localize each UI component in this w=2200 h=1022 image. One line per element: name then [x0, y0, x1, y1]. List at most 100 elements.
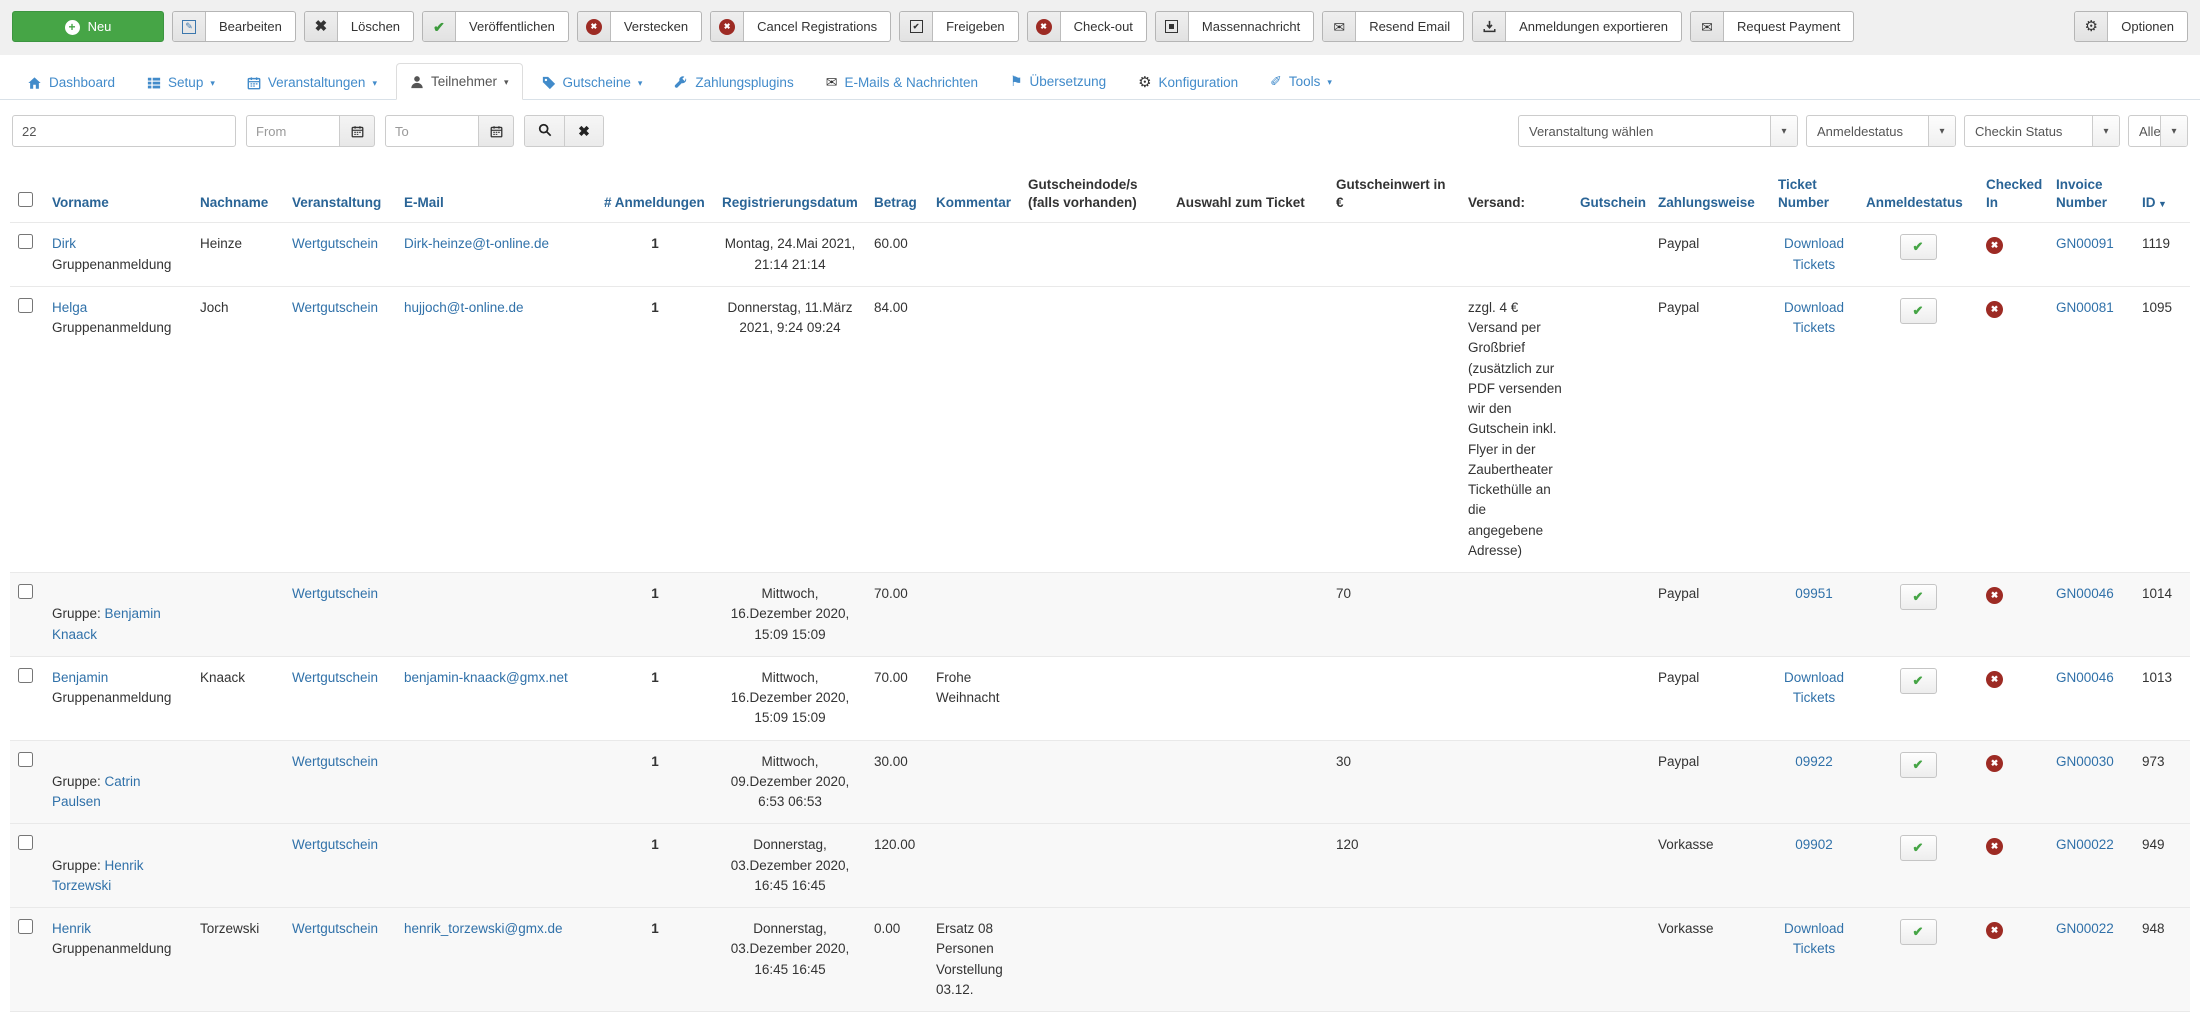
neu-button[interactable]: + Neu [12, 11, 164, 42]
search-button[interactable] [525, 116, 564, 146]
ticket-link[interactable]: 09902 [1795, 837, 1833, 853]
veranstaltung-link[interactable]: Wertgutschein [292, 669, 379, 685]
col-header-kommentar[interactable]: Kommentar [936, 195, 1012, 211]
col-header-email[interactable]: E-Mail [404, 195, 444, 211]
verstecken-button[interactable]: ✖ Verstecken [576, 11, 703, 42]
calendar-icon[interactable] [478, 115, 514, 147]
tab-teilnehmer[interactable]: Teilnehmer ▾ [395, 63, 523, 100]
tab-tools[interactable]: ✐ Tools ▾ [1257, 63, 1345, 100]
col-header-zahlungsweise[interactable]: Zahlungsweise [1658, 195, 1755, 211]
row-checkbox[interactable] [18, 751, 33, 767]
not-checked-in-icon[interactable]: ✖ [1986, 670, 2003, 688]
massennachricht-button[interactable]: Massennachricht [1154, 11, 1315, 42]
tab-zahlungsplugins[interactable]: Zahlungsplugins [661, 65, 806, 100]
not-checked-in-icon[interactable]: ✖ [1986, 922, 2003, 940]
invoice-link[interactable]: GN00022 [2056, 921, 2114, 937]
group-member-link[interactable]: Catrin Paulsen [52, 773, 141, 810]
anmeldestatus-toggle[interactable]: ✔ [1899, 751, 1937, 778]
tab-konfiguration[interactable]: ⚙ Konfiguration [1125, 65, 1251, 100]
invoice-link[interactable]: GN00022 [2056, 837, 2114, 853]
col-header-betrag[interactable]: Betrag [874, 195, 917, 211]
tab-gutscheine[interactable]: Gutscheine ▾ [529, 65, 656, 100]
row-checkbox[interactable] [18, 234, 33, 250]
not-checked-in-icon[interactable]: ✖ [1986, 754, 2003, 772]
anmeldungen-exportieren-button[interactable]: Anmeldungen exportieren [1472, 11, 1683, 42]
invoice-link[interactable]: GN00046 [2056, 586, 2114, 602]
col-header-veranstaltung[interactable]: Veranstaltung [292, 195, 382, 211]
row-checkbox[interactable] [18, 835, 33, 851]
col-header-nachname[interactable]: Nachname [200, 195, 269, 211]
tab-dashboard[interactable]: Dashboard [14, 65, 128, 100]
cancel-registrations-button[interactable]: ✖ Cancel Registrations [710, 11, 892, 42]
vorname-link[interactable]: Helga [52, 299, 88, 315]
email-link[interactable]: benjamin-knaack@gmx.net [404, 669, 568, 685]
group-member-link[interactable]: Henrik Torzewski [52, 857, 144, 893]
request-payment-button[interactable]: ✉ Request Payment [1690, 11, 1855, 42]
anmeldestatus-toggle[interactable]: ✔ [1899, 234, 1937, 261]
anmeldestatus-toggle[interactable]: ✔ [1899, 584, 1937, 611]
veroeffentlichen-button[interactable]: ✔ Veröffentlichen [422, 11, 569, 42]
veranstaltung-link[interactable]: Wertgutschein [292, 837, 379, 853]
loeschen-button[interactable]: ✖ Löschen [303, 11, 415, 42]
row-checkbox[interactable] [18, 584, 33, 600]
row-checkbox[interactable] [18, 297, 33, 313]
invoice-link[interactable]: GN00046 [2056, 669, 2114, 685]
alle-select[interactable]: Alle ▾ [2128, 115, 2188, 147]
vorname-link[interactable]: Benjamin [52, 669, 109, 685]
ticket-link[interactable]: Download Tickets [1783, 299, 1845, 336]
tab-emails-nachrichten[interactable]: ✉ E-Mails & Nachrichten [813, 65, 991, 100]
not-checked-in-icon[interactable]: ✖ [1986, 838, 2003, 856]
anmeldestatus-toggle[interactable]: ✔ [1899, 835, 1937, 862]
ticket-link[interactable]: Download Tickets [1783, 669, 1845, 706]
veranstaltung-link[interactable]: Wertgutschein [292, 921, 379, 937]
veranstaltung-link[interactable]: Wertgutschein [292, 299, 379, 315]
freigeben-button[interactable]: ✔ Freigeben [899, 11, 1019, 42]
anmeldestatus-toggle[interactable]: ✔ [1899, 297, 1937, 324]
date-to-input[interactable] [385, 115, 479, 147]
invoice-link[interactable]: GN00030 [2056, 753, 2114, 769]
tab-veranstaltungen[interactable]: Veranstaltungen ▾ [234, 65, 390, 100]
col-header-vorname[interactable]: Vorname [52, 195, 109, 211]
col-header-registrierungsdatum[interactable]: Registrierungsdatum [722, 195, 858, 211]
row-checkbox[interactable] [18, 919, 33, 935]
select-all-checkbox[interactable] [18, 192, 33, 208]
checkin-status-select[interactable]: Checkin Status ▾ [1964, 115, 2120, 147]
not-checked-in-icon[interactable]: ✖ [1986, 300, 2003, 318]
not-checked-in-icon[interactable]: ✖ [1986, 587, 2003, 605]
anmeldestatus-toggle[interactable]: ✔ [1899, 667, 1937, 694]
check-out-button[interactable]: ✖ Check-out [1026, 11, 1147, 42]
resend-email-button[interactable]: ✉ Resend Email [1322, 11, 1465, 42]
invoice-link[interactable]: GN00081 [2056, 299, 2114, 315]
ticket-link[interactable]: Download Tickets [1783, 921, 1845, 957]
anmeldestatus-toggle[interactable]: ✔ [1899, 919, 1937, 946]
search-input[interactable] [12, 115, 236, 147]
tab-uebersetzung[interactable]: ⚑ Übersetzung [997, 63, 1119, 100]
date-from-input[interactable] [246, 115, 340, 147]
ticket-link[interactable]: 09922 [1795, 753, 1833, 769]
email-link[interactable]: hujjoch@t-online.de [404, 299, 524, 315]
clear-search-button[interactable]: ✖ [564, 116, 603, 146]
veranstaltung-link[interactable]: Wertgutschein [292, 236, 379, 252]
vorname-link[interactable]: Dirk [52, 236, 76, 252]
row-checkbox[interactable] [18, 667, 33, 683]
tab-setup[interactable]: Setup ▾ [134, 65, 228, 100]
veranstaltung-select[interactable]: Veranstaltung wählen ▾ [1518, 115, 1798, 147]
email-link[interactable]: henrik_torzewski@gmx.de [404, 921, 563, 937]
anmeldestatus-select[interactable]: Anmeldestatus ▾ [1806, 115, 1956, 147]
group-member-link[interactable]: Benjamin Knaack [52, 606, 161, 642]
optionen-button[interactable]: ⚙ Optionen [2074, 11, 2188, 42]
col-header-anmeldestatus[interactable]: Anmeldestatus [1866, 195, 1963, 211]
email-link[interactable]: Dirk-heinze@t-online.de [404, 236, 550, 252]
ticket-link[interactable]: Download Tickets [1783, 236, 1845, 272]
col-header-id[interactable]: ID ▼ [2142, 195, 2167, 211]
veranstaltung-link[interactable]: Wertgutschein [292, 586, 379, 602]
vorname-link[interactable]: Henrik [52, 921, 92, 937]
invoice-link[interactable]: GN00091 [2056, 236, 2114, 252]
col-header-checkedin[interactable]: Checked In [1986, 177, 2043, 211]
col-header-ticket[interactable]: Ticket Number [1778, 177, 1830, 211]
col-header-gutschein[interactable]: Gutschein [1580, 195, 1647, 211]
veranstaltung-link[interactable]: Wertgutschein [292, 753, 379, 769]
ticket-link[interactable]: 09951 [1795, 586, 1833, 602]
not-checked-in-icon[interactable]: ✖ [1986, 237, 2003, 255]
calendar-icon[interactable] [339, 115, 375, 147]
